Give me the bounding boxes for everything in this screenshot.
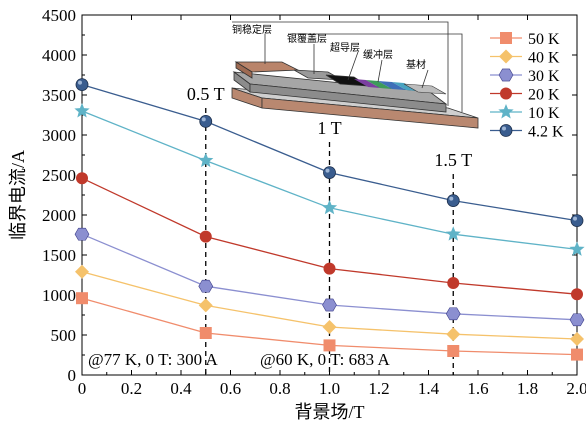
data-point-highlight [502,127,506,131]
data-point-4k [447,195,459,207]
x-tick-label: 1.8 [517,379,538,398]
data-point-4k [76,79,88,91]
data-point-40k [570,332,584,346]
y-tick-label: 3500 [42,86,76,105]
data-point-50k [76,292,88,304]
data-point-50k [447,345,459,357]
legend-label: 20 K [528,87,560,104]
y-axis-title: 临界电流/A [8,150,28,240]
legend-entry: 4.2 K [490,124,564,141]
data-point-20k [324,263,336,275]
x-axis-title: 背景场/T [295,402,365,422]
x-tick-label: 0 [78,379,87,398]
data-point-10k [498,104,513,118]
y-tick-label: 500 [51,326,77,345]
data-point-50k [500,32,512,44]
data-point-30k [570,314,584,326]
data-point-40k [323,320,337,334]
y-tick-label: 1000 [42,286,76,305]
x-tick-label: 1.2 [368,379,389,398]
data-point-30k [499,69,513,81]
data-point-20k [571,288,583,300]
field-marker-label: 1 T [317,118,341,138]
legend-label: 50 K [528,31,560,48]
y-tick-label: 1500 [42,246,76,265]
x-tick-label: 0.6 [220,379,241,398]
x-tick-label: 1.4 [418,379,440,398]
data-point-highlight [449,197,453,201]
data-point-40k [75,265,89,279]
data-point-highlight [573,217,577,221]
x-tick-label: 0.8 [269,379,290,398]
legend-label: 4.2 K [528,124,564,141]
legend-label: 40 K [528,50,560,67]
legend-label: 30 K [528,68,560,85]
y-tick-label: 4000 [42,46,76,65]
x-tick-label: 0.4 [170,379,192,398]
data-point-40k [499,50,513,64]
annotation-note: @77 K, 0 T: 300 A [88,350,218,369]
data-point-4k [324,167,336,179]
data-point-40k [446,327,460,341]
annotation-note: @60 K, 0 T: 683 A [260,350,390,369]
data-point-30k [323,299,337,311]
field-marker-label: 0.5 T [187,84,225,104]
data-point-highlight [326,169,330,173]
x-tick-label: 1.0 [319,379,340,398]
x-tick-label: 2.0 [566,379,586,398]
data-point-20k [500,88,512,100]
data-point-20k [200,231,212,243]
data-point-highlight [78,81,82,85]
data-point-50k [200,327,212,339]
y-tick-label: 2500 [42,166,76,185]
data-point-30k [199,280,213,292]
inset-label-silver: 银覆盖层 [287,32,327,45]
data-point-40k [199,298,213,312]
data-point-30k [446,308,460,320]
legend-entry: 10 K [490,104,560,122]
x-tick-label: 1.6 [467,379,488,398]
inset-leader-4 [378,60,382,82]
legend-entry: 20 K [490,87,560,104]
data-point-50k [571,349,583,361]
inset-label-copper: 铜稳定层 [232,23,272,36]
data-point-4k [500,125,512,137]
data-point-20k [447,277,459,289]
data-point-4k [571,215,583,227]
y-tick-label: 0 [68,366,77,385]
y-tick-label: 2000 [42,206,76,225]
x-tick-label: 0.2 [121,379,142,398]
y-tick-label: 3000 [42,126,76,145]
inset-label-buffer: 缓冲层 [363,48,393,61]
y-tick-label: 4500 [42,6,76,25]
data-point-highlight [202,117,206,121]
legend-entry: 40 K [490,50,560,67]
legend-entry: 30 K [490,68,560,85]
inset-label-substrate: 基材 [406,58,426,71]
legend-label: 10 K [528,105,560,122]
data-point-4k [200,115,212,127]
legend-entry: 50 K [490,31,560,48]
inset-leader-3 [348,52,358,80]
field-marker-label: 1.5 T [434,150,472,170]
data-point-30k [75,228,89,240]
inset-label-superconductor: 超导层 [330,41,360,54]
data-point-10k [322,200,337,214]
data-point-20k [76,172,88,184]
tape-structure-inset: 铜稳定层 银覆盖层 超导层 缓冲层 基材 [232,22,478,128]
